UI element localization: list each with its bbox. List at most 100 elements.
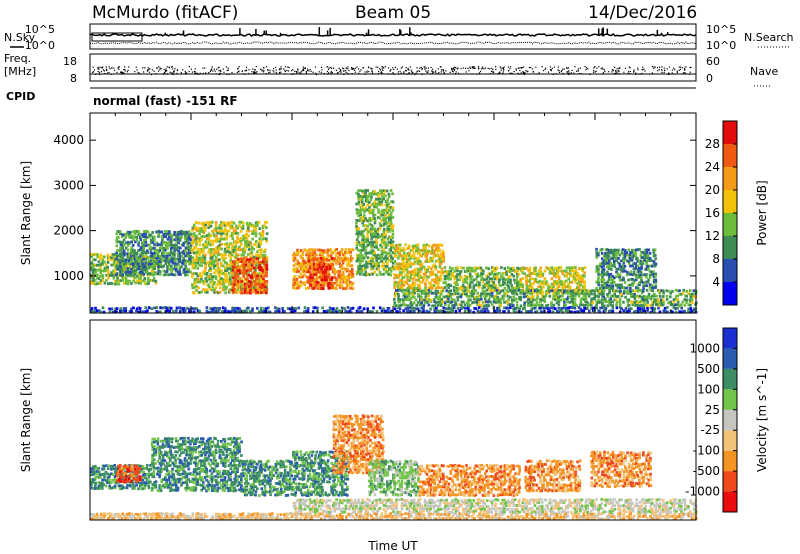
heatmap-cell (630, 307, 633, 311)
heatmap-cell (137, 249, 140, 252)
heatmap-cell (333, 281, 337, 285)
freq-dot (275, 66, 277, 68)
heatmap-cell (211, 285, 214, 288)
noise-top-right-label: 10^5 (706, 23, 736, 36)
heatmap-cell (576, 282, 579, 286)
heatmap-cell (258, 266, 261, 270)
heatmap-cell (222, 272, 225, 275)
heatmap-cell (424, 246, 427, 250)
heatmap-cell (393, 265, 396, 269)
heatmap-cell (265, 288, 269, 291)
freq-dot (343, 70, 345, 72)
freq-dot (122, 71, 124, 74)
heatmap-cell (187, 307, 191, 311)
heatmap-cell (162, 259, 166, 263)
cpid-label: CPID (6, 90, 35, 103)
heatmap-cell (218, 307, 221, 310)
freq-dot (678, 66, 680, 68)
freq-dot (278, 71, 281, 74)
freq-dot (295, 71, 297, 73)
heatmap-cell (235, 258, 238, 261)
freq-dot (269, 71, 271, 73)
heatmap-cell (398, 267, 402, 271)
heatmap-cell (167, 251, 171, 255)
heatmap-cell (364, 273, 368, 277)
heatmap-cell (360, 200, 364, 204)
heatmap-cell (351, 257, 354, 260)
heatmap-cell (369, 249, 373, 253)
heatmap-cell (130, 267, 133, 271)
heatmap-cell (438, 278, 442, 282)
heatmap-cell (209, 221, 212, 225)
heatmap-cell (208, 285, 211, 289)
heatmap-cell (162, 246, 166, 250)
heatmap-cell (583, 280, 587, 284)
heatmap-cell (202, 231, 206, 235)
heatmap-cell (367, 194, 371, 198)
freq-dot (642, 66, 644, 68)
heatmap-cell (476, 309, 480, 313)
heatmap-cell (257, 242, 261, 246)
heatmap-cell (371, 257, 375, 261)
heatmap-cell (609, 287, 613, 290)
heatmap-cell (690, 309, 694, 313)
heatmap-cell (583, 266, 587, 269)
heatmap-cell (312, 265, 316, 269)
heatmap-cell (155, 230, 158, 234)
heatmap-cell (193, 234, 197, 238)
heatmap-cell (319, 263, 323, 266)
heatmap-cell (207, 310, 210, 314)
heatmap-cell (372, 214, 375, 217)
heatmap-cell (519, 267, 522, 270)
heatmap-cell (384, 217, 388, 220)
heatmap-cell (372, 261, 375, 265)
heatmap-cell (635, 273, 638, 277)
freq-dot (118, 68, 120, 70)
heatmap-cell (101, 258, 105, 262)
heatmap-cell (447, 300, 451, 304)
heatmap-cell (236, 235, 239, 239)
heatmap-cell (256, 279, 260, 283)
heatmap-cell (359, 217, 362, 220)
heatmap-cell (260, 248, 263, 252)
freq-dot (623, 71, 625, 73)
heatmap-cell (112, 253, 115, 256)
heatmap-cell (360, 241, 364, 245)
heatmap-cell (320, 278, 324, 282)
heatmap-cell (380, 245, 384, 249)
heatmap-cell (623, 281, 627, 284)
heatmap-cell (405, 278, 409, 282)
heatmap-cell (318, 284, 321, 287)
heatmap-cell (137, 259, 140, 263)
heatmap-cell (355, 218, 358, 222)
heatmap-cell (232, 229, 236, 233)
freq-dot (105, 68, 107, 70)
heatmap-cell (360, 203, 364, 207)
heatmap-cell (583, 271, 586, 275)
heatmap-cell (636, 259, 639, 263)
heatmap-cell (219, 237, 223, 241)
heatmap-cell (407, 263, 411, 267)
heatmap-cell (143, 282, 147, 285)
heatmap-cell (305, 253, 308, 257)
heatmap-cell (350, 283, 354, 287)
heatmap-cell (144, 235, 148, 239)
heatmap-cell (249, 242, 253, 246)
heatmap-cell (481, 277, 485, 281)
heatmap-cell (214, 269, 218, 272)
heatmap-cell (370, 251, 373, 255)
freq-dot (358, 72, 360, 74)
heatmap-cell (431, 257, 435, 260)
heatmap-cell (227, 280, 230, 284)
freq-dot (685, 66, 687, 68)
heatmap-cell (212, 248, 216, 251)
heatmap-cell (325, 258, 329, 261)
heatmap-cell (435, 281, 438, 285)
heatmap-cell (197, 286, 200, 290)
heatmap-cell (577, 306, 581, 309)
heatmap-cell (184, 264, 187, 268)
heatmap-cell (126, 233, 130, 237)
heatmap-cell (389, 214, 393, 218)
heatmap-cell (390, 225, 393, 228)
freq-dot (275, 71, 277, 74)
